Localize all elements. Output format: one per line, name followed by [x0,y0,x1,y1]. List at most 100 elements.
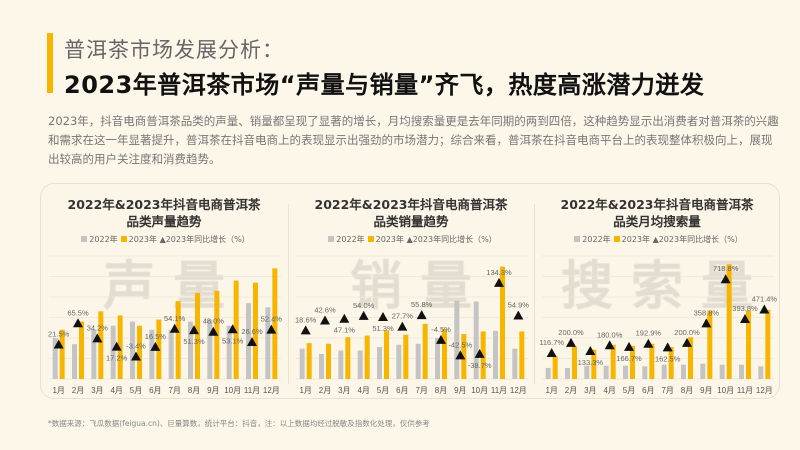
chart-legend: 2022年 2023年 ▲2023年同比增长（%） [41,234,287,245]
legend-label: 2023年同比增长（%） [165,235,250,244]
legend-label: 2023年同比增长（%） [412,235,497,244]
chart-title: 2022年&2023年抖音电商普洱茶 品类声量趋势 [41,196,287,230]
month-tick: 10月 [224,386,241,395]
bar-2023 [422,323,428,379]
growth-label: 393.8% [732,304,758,313]
legend-label: 2022年 [336,235,365,244]
bar-2023 [649,343,655,379]
month-tick: 3月 [338,386,350,395]
bar-2023 [461,334,467,379]
bar-2023 [253,282,258,379]
month-tick: 8月 [188,386,200,395]
bar-2023 [688,337,693,379]
growth-label: 26.6% [241,327,263,336]
legend-swatch-2022 [328,236,335,242]
legend-label: 2023年 [375,235,405,244]
bar-2022 [512,348,518,379]
growth-label: -3.4% [126,342,146,351]
bar-2022 [642,366,648,379]
month-tick: 2月 [319,386,331,395]
month-tick: 7月 [415,386,427,395]
chart-title-line: 品类声量趋势 [126,214,202,229]
month-tick: 5月 [377,386,389,395]
growth-marker [53,339,64,349]
bar-2022 [719,364,725,379]
month-tick: 5月 [623,386,635,395]
growth-label: 17.2% [106,354,128,363]
growth-marker [92,333,103,343]
month-tick: 1月 [299,386,311,395]
bar-2023 [306,343,312,379]
chart-legend: 2022年 2023年 ▲2023年同比增长（%） [534,234,780,245]
month-tick: 12月 [510,386,527,395]
growth-marker [494,277,504,287]
bar-2022 [226,325,232,379]
growth-marker [300,325,311,335]
bar-2022 [739,364,744,379]
bar-2023 [364,335,370,379]
growth-label: 53.1% [222,336,244,345]
bar-2022 [565,367,570,379]
bar-2023 [572,346,577,379]
chart-svg: 18.6% 1月 42.6% 2月 47.1% 3月 54.0% 4月 51.3% 5月 27.7%… [295,255,529,395]
growth-label: 48.0% [203,317,225,326]
page-title: 2023年普洱茶市场“声量与销量”齐飞，热度高涨潜力迸发 [64,71,705,99]
month-tick: 4月 [110,386,122,395]
month-tick: 11月 [491,386,507,395]
legend-swatch-2023 [613,236,620,242]
month-tick: 7月 [168,386,180,395]
bar-2022 [415,343,421,379]
growth-label: 47.1% [334,326,356,335]
title-accent-bar [47,33,53,93]
legend-label: 2023年 [621,235,651,244]
growth-marker [759,304,770,314]
growth-label: 200.0% [674,328,700,337]
month-tick: 6月 [396,386,408,395]
bar-2023 [195,292,200,379]
month-tick: 3月 [91,386,103,395]
bar-2022 [246,303,251,379]
growth-marker [546,348,557,358]
watermark [288,254,534,324]
chart-panel-search: 2022年&2023年抖音电商普洱茶 品类月均搜索量 2022年 2023年 ▲20… [534,184,780,400]
chart-title-line: 品类销量趋势 [373,214,449,229]
growth-label: 34.2% [87,323,109,332]
bar-2022 [52,338,58,379]
chart-title-line: 2022年&2023年抖音电商普洱茶 [314,197,508,212]
growth-marker [397,321,408,331]
bar-2023 [519,331,525,379]
growth-label: 51.3% [372,324,394,333]
growth-label: 116.7% [539,338,564,347]
month-tick: 2月 [72,386,84,395]
bar-2022 [584,365,590,379]
bar-2023 [707,310,713,379]
month-tick: 9月 [700,386,712,395]
month-tick: 2月 [565,386,577,395]
bar-2022 [168,329,174,379]
chart-title: 2022年&2023年抖音电商普洱茶 品类月均搜索量 [534,196,780,230]
bar-2022 [130,321,135,379]
bar-2023 [442,329,447,379]
chart-title: 2022年&2023年抖音电商普洱茶 品类销量趋势 [288,196,534,230]
month-tick: 6月 [149,386,161,395]
growth-label: 471.4% [752,295,778,304]
growth-marker [566,337,576,347]
growth-label: 54.0% [353,301,375,310]
growth-marker [339,313,350,323]
growth-marker [189,325,199,335]
growth-marker [111,341,122,351]
charts-card: 2022年&2023年抖音电商普洱茶 品类声量趋势 2022年 2023年 ▲202… [40,183,780,399]
chart-svg: 21.5% 1月 65.5% 2月 34.2% 3月 17.2% 4月 -3.4% 5月 16.5%… [48,255,283,395]
bar-2023 [500,266,505,379]
growth-marker [662,342,673,352]
growth-label: 42.6% [314,306,336,315]
legend-swatch-2023 [120,236,127,242]
growth-marker [474,348,485,358]
chart-svg: 116.7% 1月 200.0% 2月 133.3% 3月 180.0% 4月 166.7% 5月… [539,255,778,395]
growth-label: 52.4% [261,315,283,324]
growth-marker [378,311,388,321]
month-tick: 4月 [603,386,615,395]
bar-2022 [91,329,97,379]
month-tick: 4月 [357,386,369,395]
bar-2022 [338,350,344,379]
